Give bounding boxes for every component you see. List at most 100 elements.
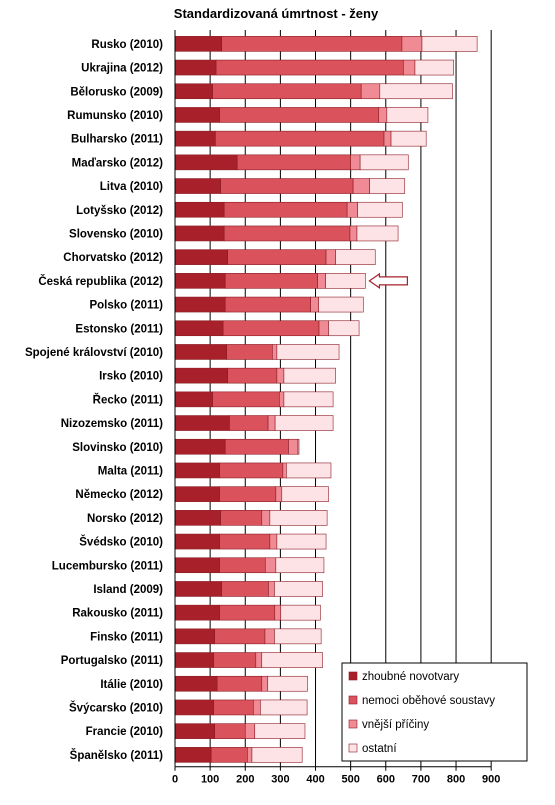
bar-segment: [214, 723, 246, 739]
bar-segment: [224, 296, 311, 313]
category-label: Rumunsko (2010): [67, 110, 163, 122]
bar-segment: [174, 557, 220, 574]
bar-segment: [276, 344, 340, 360]
bar-segment: [174, 604, 220, 621]
bar-segment: [174, 107, 220, 123]
legend-box: [341, 662, 528, 762]
category-label: Malta (2011): [98, 465, 163, 477]
bar-segment: [269, 510, 328, 526]
bar-segment: [174, 178, 221, 194]
bar-segment: [244, 723, 256, 739]
bar-segment: [213, 699, 254, 716]
bar-segment: [264, 557, 277, 574]
bar-segment: [288, 438, 299, 455]
bar-segment: [220, 510, 263, 526]
category-label: Litva (2010): [100, 181, 163, 193]
bar-segment: [174, 391, 213, 408]
bar-segment: [254, 723, 306, 739]
highlight-arrow: [368, 272, 409, 290]
bar-segment: [174, 225, 225, 242]
bar-segment: [174, 36, 223, 52]
x-tick-label: 500: [341, 774, 359, 786]
bar-segment: [174, 628, 215, 645]
bar-segment: [212, 391, 280, 408]
category-label: Rakousko (2011): [72, 608, 163, 620]
bar-segment: [174, 249, 228, 265]
category-label: Švýcarsko (2010): [69, 701, 163, 714]
bar-segment: [251, 747, 303, 763]
bar-segment: [220, 178, 354, 194]
category-label: Nizozemsko (2011): [61, 418, 163, 430]
x-tick-label: 400: [306, 774, 324, 786]
bar-segment: [274, 604, 282, 621]
bar-segment: [222, 320, 320, 337]
bar-segment: [174, 367, 228, 384]
category-label: Irsko (2010): [99, 371, 163, 383]
x-tick-label: 0: [172, 774, 178, 786]
x-axis: 0 100 200 300 400 500 600 700 800 900: [172, 30, 500, 786]
category-label: Polsko (2011): [89, 300, 163, 312]
legend-label: zhoubné novotvary: [362, 671, 459, 683]
bar-segment: [221, 36, 403, 52]
arrow-marker: [368, 272, 409, 290]
bars: [174, 36, 478, 763]
bar-segment: [210, 747, 248, 763]
bar-segment: [281, 486, 329, 502]
bar-segment: [346, 201, 358, 218]
category-label: Itálie (2010): [100, 679, 163, 691]
legend-label: nemoci oběhové soustavy: [362, 695, 495, 707]
bar-segment: [174, 415, 230, 431]
bar-segment: [261, 652, 323, 668]
bar-segment: [378, 107, 388, 123]
bar-segment: [276, 367, 285, 384]
bar-segment: [282, 462, 287, 479]
bar-segment: [275, 486, 283, 502]
bar-segment: [318, 296, 364, 313]
bar-segment: [255, 652, 263, 668]
category-label: Island (2009): [93, 584, 163, 596]
gridlines: [209, 30, 492, 767]
category-label: Bělorusko (2009): [70, 86, 163, 98]
bar-segment: [174, 59, 217, 76]
bar-segment: [325, 273, 366, 289]
category-label: Norsko (2012): [87, 513, 163, 525]
bar-segment: [174, 201, 225, 218]
bar-segment: [174, 154, 238, 171]
bar-segment: [328, 320, 360, 337]
bar-segment: [174, 273, 226, 289]
bar-segment: [174, 699, 214, 716]
bar-segment: [223, 201, 348, 218]
category-label: Rusko (2010): [91, 39, 163, 51]
category-label: Česká republika (2012): [38, 275, 163, 288]
category-labels: Rusko (2010) Ukrajina (2012) Bělorusko (20…: [25, 39, 163, 762]
bar-segment: [174, 462, 220, 479]
bar-segment: [325, 249, 336, 265]
bar-segment: [224, 273, 318, 289]
bar-segment: [216, 675, 263, 692]
bar-segment: [272, 344, 278, 360]
bar-segment: [269, 533, 278, 550]
bar-segment: [174, 723, 215, 739]
bar-segment: [174, 130, 216, 147]
bar-segment: [276, 533, 327, 550]
bar-segment: [174, 296, 226, 313]
bar-segment: [174, 747, 212, 763]
bar-segment: [403, 59, 416, 76]
bar-segment: [226, 344, 273, 360]
bar-segment: [390, 130, 427, 147]
bar-segment: [215, 59, 404, 76]
bar-segment: [280, 604, 321, 621]
bar-segment: [383, 130, 392, 147]
x-tick-label: 800: [447, 774, 465, 786]
legend-swatch: [348, 719, 358, 729]
bar-segment: [174, 83, 213, 100]
bar-segment: [261, 675, 269, 692]
bar-segment: [360, 83, 381, 100]
legend-label: ostatní: [362, 743, 397, 755]
bar-segment: [227, 249, 327, 265]
bar-segment: [174, 581, 223, 597]
category-label: Lucembursko (2011): [52, 560, 163, 572]
legend-label: vnější příčiny: [362, 719, 429, 731]
x-tick-label: 900: [482, 774, 500, 786]
